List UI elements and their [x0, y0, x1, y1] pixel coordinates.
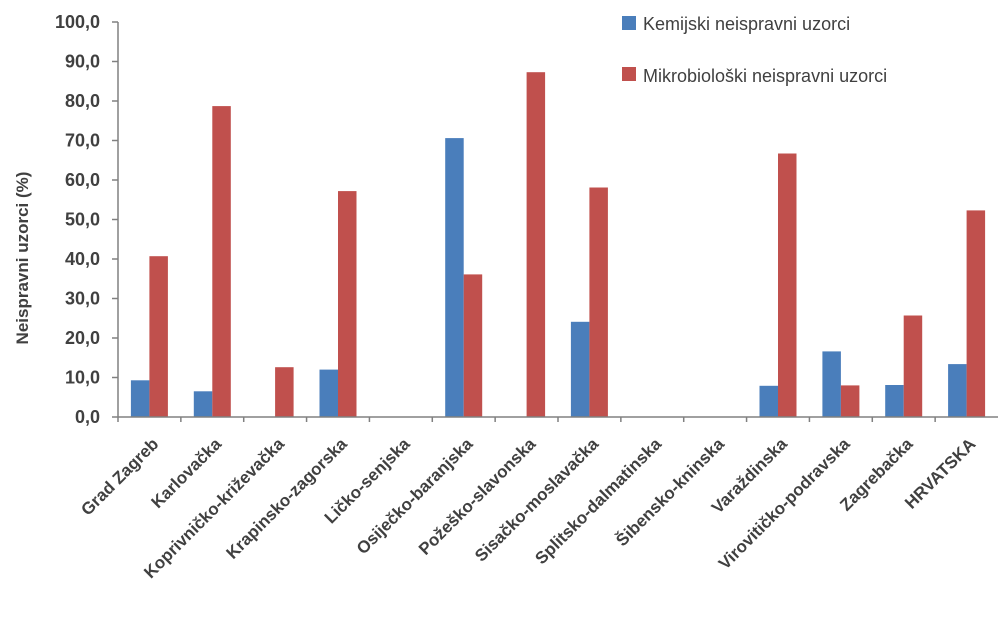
bar-kemijski: [193, 391, 213, 417]
y-tick-label: 40,0: [65, 249, 100, 269]
x-tick-label: Osiječko-baranjska: [353, 434, 477, 558]
bar-mikrobioloski: [589, 187, 608, 417]
legend-swatch-kemijski: [622, 16, 636, 30]
bar-mikrobioloski: [903, 315, 923, 417]
y-tick-label: 70,0: [65, 131, 100, 151]
bar-mikrobioloski: [778, 153, 797, 417]
x-tick-label: Šibensko-kninska: [612, 434, 728, 550]
y-tick-label: 50,0: [65, 210, 100, 230]
bar-kemijski: [885, 385, 904, 417]
y-tick-label: 10,0: [65, 368, 100, 388]
x-axis-ticks: Grad ZagrebKarlovačkaKoprivničko-križeva…: [77, 417, 979, 582]
y-tick-label: 90,0: [65, 52, 100, 72]
bar-kemijski: [822, 351, 841, 417]
y-tick-label: 80,0: [65, 91, 100, 111]
y-tick-label: 0,0: [75, 407, 100, 427]
x-tick-label: Grad Zagreb: [77, 434, 162, 519]
x-tick-label: Krapinsko-zagorska: [222, 434, 351, 563]
bar-mikrobioloski: [966, 210, 986, 417]
legend-label-mikrobioloski: Mikrobiološki neispravni uzorci: [643, 66, 887, 86]
bar-mikrobioloski: [275, 367, 294, 417]
x-tick-label: Virovitičko-podravska: [715, 434, 854, 573]
bar-kemijski: [130, 380, 150, 417]
x-tick-label: Sisačko-moslavačka: [471, 434, 602, 565]
bar-mikrobioloski: [212, 106, 231, 417]
bar-kemijski: [570, 321, 590, 417]
y-tick-label: 30,0: [65, 289, 100, 309]
bar-kemijski: [445, 138, 464, 417]
bar-mikrobioloski: [463, 274, 483, 417]
y-tick-label: 60,0: [65, 170, 100, 190]
x-tick-label: Požeško-slavonska: [415, 434, 540, 559]
legend: Kemijski neispravni uzorci Mikrobiološki…: [622, 14, 887, 86]
bars: [130, 72, 986, 417]
bar-mikrobioloski: [338, 191, 357, 417]
bar-mikrobioloski: [526, 72, 546, 417]
bar-kemijski: [948, 364, 967, 417]
y-tick-label: 100,0: [55, 12, 100, 32]
y-axis-ticks: 0,0 10,0 20,0 30,0 40,0 50,0 60,0 70,0 80,0 90,0 1…: [55, 12, 118, 427]
legend-swatch-mikrobioloski: [622, 67, 636, 81]
y-tick-label: 20,0: [65, 328, 100, 348]
legend-label-kemijski: Kemijski neispravni uzorci: [643, 14, 850, 34]
x-tick-label: Splitsko-dalmatinska: [531, 434, 665, 568]
y-axis-label: Neispravni uzorci (%): [13, 172, 32, 345]
bar-kemijski: [319, 369, 338, 417]
bar-mikrobioloski: [840, 385, 860, 417]
bar-kemijski: [759, 385, 778, 417]
bar-mikrobioloski: [149, 256, 168, 417]
